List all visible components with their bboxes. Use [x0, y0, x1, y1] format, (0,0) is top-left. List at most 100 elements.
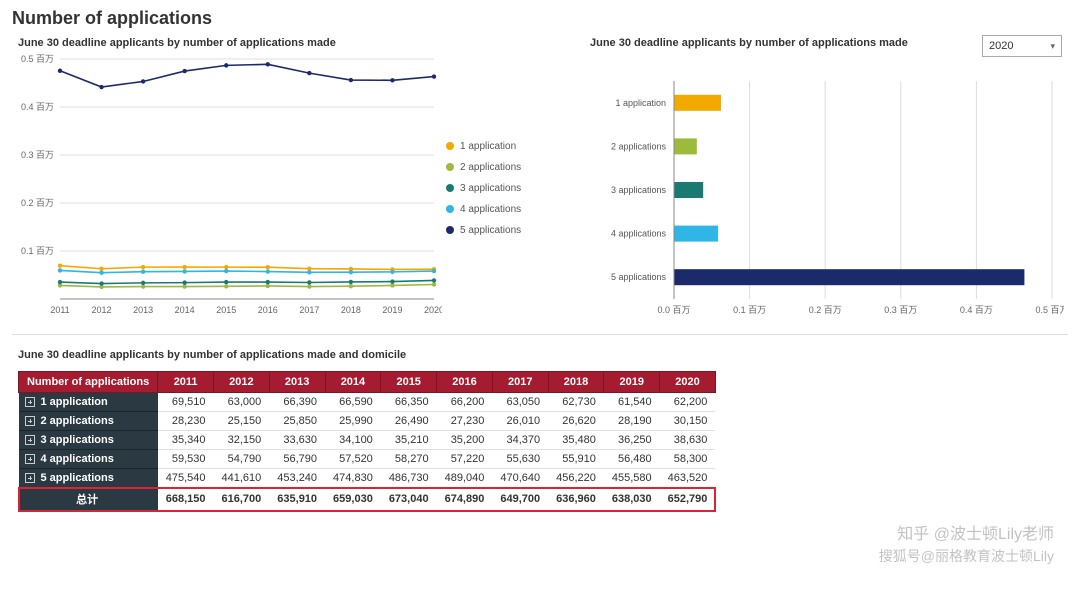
table-cell: 489,040	[437, 469, 493, 488]
table-row: 1 application69,51063,00066,39066,59066,…	[19, 393, 716, 412]
expand-icon[interactable]	[25, 397, 35, 407]
legend-item[interactable]: 4 applications	[446, 204, 572, 215]
table-cell: 69,510	[158, 393, 214, 412]
legend-label: 1 application	[460, 141, 516, 152]
table-cell: 55,910	[548, 450, 604, 469]
legend-item[interactable]: 2 applications	[446, 162, 572, 173]
legend-label: 3 applications	[460, 183, 521, 194]
table-cell: 475,540	[158, 469, 214, 488]
watermark-sohu: 搜狐号@丽格教育波士顿Lily	[879, 546, 1054, 566]
svg-text:3 applications: 3 applications	[611, 185, 667, 195]
table-cell: 66,390	[269, 393, 325, 412]
legend-label: 5 applications	[460, 225, 521, 236]
table-section-title: June 30 deadline applicants by number of…	[18, 349, 1068, 361]
table-row: 4 applications59,53054,79056,79057,52058…	[19, 450, 716, 469]
table-cell: 649,700	[492, 488, 548, 511]
table-cell: 30,150	[660, 412, 716, 431]
table-header-cell: 2017	[492, 372, 548, 393]
table-cell: 61,540	[604, 393, 660, 412]
table-cell: 62,730	[548, 393, 604, 412]
table-cell: 26,490	[381, 412, 437, 431]
table-cell: 36,250	[604, 431, 660, 450]
line-chart-title: June 30 deadline applicants by number of…	[18, 37, 572, 49]
legend-dot-icon	[446, 205, 454, 213]
table-cell: 28,230	[158, 412, 214, 431]
table-cell: 659,030	[325, 488, 381, 511]
bar-chart-panel: June 30 deadline applicants by number of…	[584, 35, 1068, 328]
table-cell: 66,350	[381, 393, 437, 412]
table-cell: 636,960	[548, 488, 604, 511]
svg-text:0.2 百万: 0.2 百万	[809, 305, 842, 315]
table-row: 5 applications475,540441,610453,240474,8…	[19, 469, 716, 488]
line-chart-legend: 1 application 2 applications 3 application…	[442, 53, 572, 323]
row-expand-cell[interactable]: 1 application	[19, 393, 158, 412]
table-cell: 453,240	[269, 469, 325, 488]
table-cell: 35,480	[548, 431, 604, 450]
table-header-cell: 2012	[214, 372, 270, 393]
svg-text:2015: 2015	[216, 305, 236, 315]
svg-text:2011: 2011	[50, 305, 69, 315]
chevron-down-icon: ▾	[1050, 41, 1055, 52]
table-cell: 25,150	[214, 412, 270, 431]
row-expand-cell[interactable]: 4 applications	[19, 450, 158, 469]
line-chart: 0.1 百万0.2 百万0.3 百万0.4 百万0.5 百万2011201220…	[12, 53, 442, 323]
table-row: 2 applications28,23025,15025,85025,99026…	[19, 412, 716, 431]
legend-item[interactable]: 5 applications	[446, 225, 572, 236]
svg-text:0.1 百万: 0.1 百万	[21, 246, 54, 256]
expand-icon[interactable]	[25, 454, 35, 464]
table-cell: 63,050	[492, 393, 548, 412]
table-cell: 58,300	[660, 450, 716, 469]
table-cell: 25,850	[269, 412, 325, 431]
table-cell: 28,190	[604, 412, 660, 431]
bar-chart: 0.0 百万0.1 百万0.2 百万0.3 百万0.4 百万0.5 百万1 ap…	[584, 53, 1064, 323]
row-expand-cell[interactable]: 3 applications	[19, 431, 158, 450]
table-header-cell: 2013	[269, 372, 325, 393]
table-cell: 470,640	[492, 469, 548, 488]
table-cell: 27,230	[437, 412, 493, 431]
row-expand-cell[interactable]: 2 applications	[19, 412, 158, 431]
table-cell: 59,530	[158, 450, 214, 469]
legend-item[interactable]: 3 applications	[446, 183, 572, 194]
svg-text:1 application: 1 application	[615, 98, 666, 108]
table-header-cell: Number of applications	[19, 372, 158, 393]
table-cell: 455,580	[604, 469, 660, 488]
table-cell: 38,630	[660, 431, 716, 450]
svg-text:2018: 2018	[341, 305, 361, 315]
svg-text:2013: 2013	[133, 305, 153, 315]
table-cell: 56,480	[604, 450, 660, 469]
table-cell: 33,630	[269, 431, 325, 450]
svg-text:2012: 2012	[92, 305, 112, 315]
table-cell: 652,790	[660, 488, 716, 511]
table-cell: 55,630	[492, 450, 548, 469]
table-cell: 66,200	[437, 393, 493, 412]
total-label: 总计	[19, 488, 158, 511]
table-cell: 638,030	[604, 488, 660, 511]
table-cell: 66,590	[325, 393, 381, 412]
table-cell: 32,150	[214, 431, 270, 450]
table-header-cell: 2011	[158, 372, 214, 393]
year-select[interactable]: 2020 ▾	[982, 35, 1062, 57]
table-cell: 26,010	[492, 412, 548, 431]
year-select-value: 2020	[989, 40, 1013, 52]
legend-item[interactable]: 1 application	[446, 141, 572, 152]
table-cell: 441,610	[214, 469, 270, 488]
svg-text:5 applications: 5 applications	[611, 272, 667, 282]
table-cell: 34,370	[492, 431, 548, 450]
table-header-cell: 2020	[660, 372, 716, 393]
row-expand-cell[interactable]: 5 applications	[19, 469, 158, 488]
table-header-cell: 2014	[325, 372, 381, 393]
table-cell: 35,210	[381, 431, 437, 450]
table-cell: 58,270	[381, 450, 437, 469]
expand-icon[interactable]	[25, 416, 35, 426]
table-row: 3 applications35,34032,15033,63034,10035…	[19, 431, 716, 450]
table-cell: 674,890	[437, 488, 493, 511]
legend-dot-icon	[446, 163, 454, 171]
table-cell: 34,100	[325, 431, 381, 450]
table-cell: 474,830	[325, 469, 381, 488]
svg-text:0.4 百万: 0.4 百万	[21, 102, 54, 112]
table-cell: 35,200	[437, 431, 493, 450]
expand-icon[interactable]	[25, 435, 35, 445]
expand-icon[interactable]	[25, 473, 35, 483]
svg-text:0.4 百万: 0.4 百万	[960, 305, 993, 315]
svg-text:2020: 2020	[424, 305, 442, 315]
